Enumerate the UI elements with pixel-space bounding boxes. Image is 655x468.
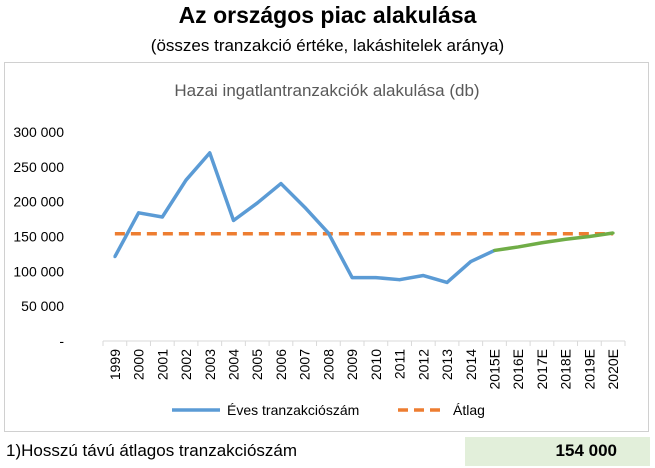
x-tick-label: 2011 [392,349,408,379]
x-tick-label: 2009 [344,349,360,380]
data-point [587,235,591,238]
data-point [493,248,496,252]
x-tick-label: 2004 [226,349,242,380]
page-title: Az országos piac alakulása [178,2,477,28]
page-subtitle: (összes tranzakció értéke, lakáshitelek … [150,36,505,55]
data-point [564,237,568,241]
data-point [398,278,402,282]
legend-label-average: Átlag [453,402,485,418]
y-tick-label: 300 000 [13,124,64,140]
x-tick-label: 2010 [368,349,384,380]
chart-frame [4,62,649,432]
y-tick-label: 50 000 [21,298,64,314]
data-point [350,276,354,280]
data-point [374,276,378,280]
data-point [326,231,330,235]
x-tick-label: 2002 [178,349,194,380]
annual-transactions-forecast-line [494,231,614,253]
x-tick-label: 2007 [297,349,313,380]
data-point [611,231,615,235]
data-point [303,205,307,209]
data-point [184,178,188,182]
x-tick-label: 2019E [581,349,597,389]
x-tick-label: 2000 [131,349,147,380]
x-tick-label: 2005 [249,349,265,380]
average-label: 1)Hosszú távú átlagos tranzakciószám [6,441,298,460]
y-tick-label: 100 000 [13,263,64,279]
x-tick-label: 2013 [439,349,455,380]
data-point [445,280,449,284]
average-value-box [465,437,650,466]
y-tick-label: - [59,333,64,349]
x-tick-label: 2017E [534,349,550,389]
y-tick-label: 150 000 [13,229,64,245]
annual-transactions-line [113,151,496,285]
data-point [469,260,473,264]
x-tick-label: 2003 [202,349,218,380]
data-point [113,255,117,259]
y-tick-label: 250 000 [13,159,64,175]
data-point [516,245,520,249]
data-point [208,151,212,155]
x-tick-label: 2020E [605,349,621,389]
data-point [421,274,425,278]
data-point [160,215,164,219]
data-point [137,211,141,215]
line-chart: Hazai ingatlantranzakciók alakulása (db)… [13,81,626,418]
data-point [232,218,235,222]
data-point [255,201,259,205]
legend-label-annual: Éves tranzakciószám [227,402,359,418]
y-tick-label: 200 000 [13,194,64,210]
x-tick-label: 2006 [273,349,289,380]
chart-title: Hazai ingatlantranzakciók alakulása (db) [174,81,479,100]
x-tick-label: 2008 [320,349,336,380]
x-tick-label: 2016E [510,349,526,389]
x-tick-label: 2012 [415,349,431,380]
x-tick-label: 2015E [487,349,503,389]
average-value: 154 000 [555,441,617,460]
x-tick-label: 2018E [558,349,574,389]
data-point [279,182,283,186]
data-point [540,241,544,245]
x-tick-label: 2001 [154,349,170,380]
x-tick-label: 1999 [107,349,123,380]
x-tick-label: 2014 [463,349,479,380]
